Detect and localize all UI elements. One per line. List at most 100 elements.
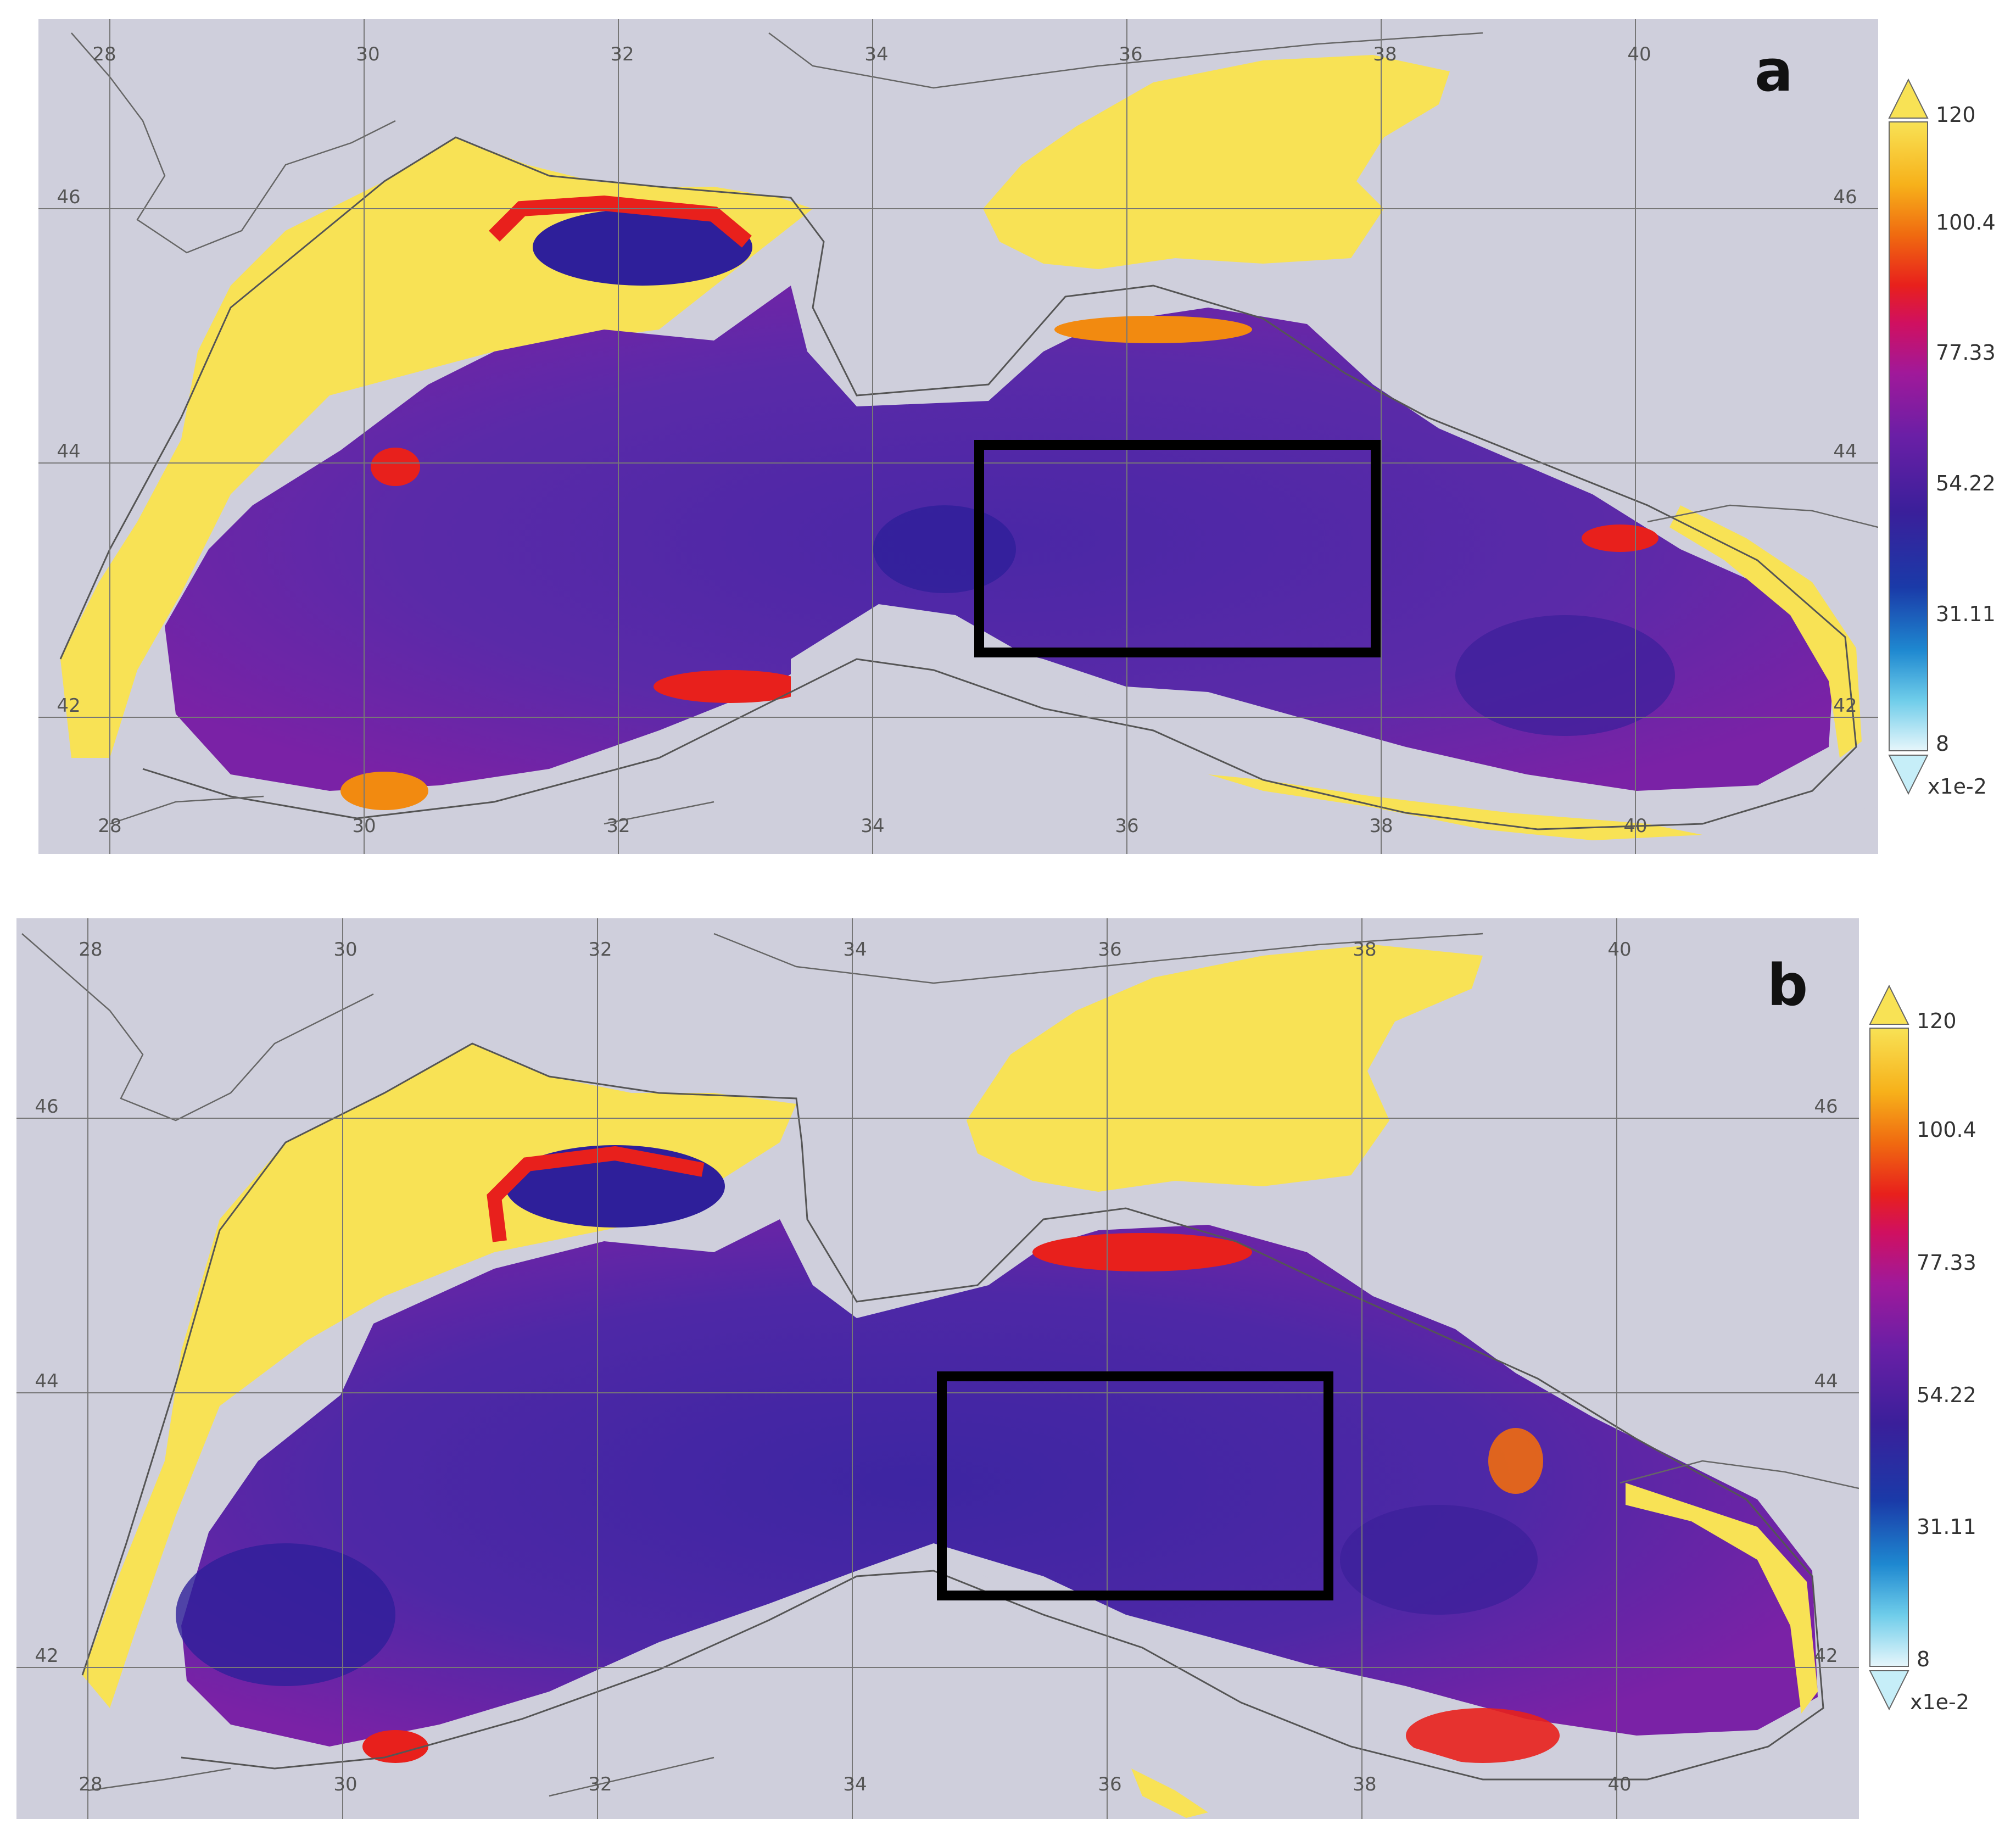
lat-label-left: 44 [35, 1370, 58, 1392]
colorbar-tick-label: 8 [1936, 732, 1949, 756]
high-value-georgia [1488, 1428, 1543, 1494]
colorbar-over-arrow [1888, 78, 1929, 119]
lat-label-right: 46 [1814, 1096, 1838, 1118]
high-value-azov-sea [983, 55, 1450, 269]
lon-label-bottom: 28 [98, 815, 121, 837]
lon-label-bottom: 34 [843, 1773, 867, 1795]
panel-label-a: a [1755, 37, 1793, 104]
lon-label-bottom: 40 [1623, 815, 1647, 837]
high-value-bulgaria [340, 772, 428, 810]
low-value-east [1340, 1505, 1538, 1615]
colorbar-tick-label: 77.33 [1917, 1251, 1976, 1275]
colorbar-unit: x1e-2 [1928, 774, 1987, 799]
colorbar-gradient [1869, 1028, 1909, 1667]
colorbar-over-arrow [1869, 984, 1909, 1025]
lon-label-bottom: 36 [1115, 815, 1138, 837]
high-value-azov-sea [967, 945, 1483, 1192]
colorbar-under-arrow [1869, 1670, 1909, 1711]
coastline [81, 1042, 1824, 1781]
high-value-crimea-south [1054, 316, 1252, 343]
colorbar-tick-label: 77.33 [1936, 341, 1996, 365]
lon-label-top: 40 [1627, 43, 1651, 65]
map-svg-a: 28 30 32 34 36 38 40 28 30 32 34 36 38 4… [38, 19, 1996, 854]
red-ring-karkinit [489, 195, 752, 248]
lat-label-right: 42 [1814, 1645, 1838, 1667]
lat-label-right: 44 [1833, 440, 1857, 462]
country-borders [21, 933, 1859, 1797]
high-value-east-coast [1626, 1483, 1818, 1714]
lon-label-bottom: 30 [333, 1773, 357, 1795]
lon-label-top: 30 [356, 43, 379, 65]
low-value-east [1455, 615, 1675, 736]
lat-label-left: 46 [57, 186, 80, 208]
colorbar-under-arrow [1888, 755, 1929, 795]
lat-label-left: 42 [35, 1645, 58, 1667]
lon-label-top: 32 [588, 939, 612, 961]
lat-label-left: 42 [57, 695, 80, 717]
lon-label-top: 34 [864, 43, 888, 65]
low-value-west [176, 1543, 395, 1686]
lon-label-bottom: 30 [352, 815, 376, 837]
colorbar-tick-label: 31.11 [1917, 1515, 1976, 1539]
high-value-southeast [1406, 1708, 1560, 1763]
lon-label-top: 30 [333, 939, 357, 961]
sea-main-body [181, 1219, 1818, 1747]
lat-label-right: 44 [1814, 1370, 1838, 1392]
colorbar-a: 120 100.4 77.33 54.22 31.11 8 x1e-2 [1888, 78, 1996, 799]
panel-label-b: b [1767, 952, 1808, 1019]
graticule [16, 918, 1859, 1819]
lon-label-top: 28 [92, 43, 116, 65]
lon-label-bottom: 28 [79, 1773, 102, 1795]
map-panel-b: 28 30 32 34 36 38 40 28 30 32 34 36 38 4… [0, 912, 2016, 1828]
colorbar-gradient [1889, 121, 1928, 751]
study-area-box [974, 440, 1381, 657]
red-ring-karkinit [487, 1146, 705, 1242]
lat-label-right: 46 [1833, 186, 1857, 208]
colorbar-b: 120 100.4 77.33 54.22 31.11 8 x1e-2 [1869, 984, 1976, 1714]
low-value-central [873, 505, 1016, 593]
colorbar-tick-label: 31.11 [1936, 602, 1996, 626]
southern-yellow-strip [1131, 1768, 1208, 1818]
colorbar-tick-label: 54.22 [1917, 1383, 1976, 1407]
lon-label-bottom: 38 [1353, 1773, 1376, 1795]
lon-label-top: 28 [79, 939, 102, 961]
high-value-odessa [371, 448, 420, 486]
low-value-karkinit [533, 209, 752, 286]
lon-label-bottom: 38 [1369, 815, 1393, 837]
country-borders [71, 32, 1878, 825]
lon-label-bottom: 34 [861, 815, 884, 837]
lon-label-top: 36 [1119, 43, 1142, 65]
high-value-crimea-south [1032, 1233, 1252, 1271]
lat-label-left: 46 [35, 1096, 58, 1118]
map-panel-a: 28 30 32 34 36 38 40 28 30 32 34 36 38 4… [0, 0, 2016, 857]
high-value-east-coast [1669, 505, 1862, 758]
lon-label-top: 32 [610, 43, 634, 65]
high-value-sw [362, 1730, 428, 1763]
lon-label-top: 36 [1098, 939, 1121, 961]
lon-label-top: 34 [843, 939, 867, 961]
lon-label-top: 38 [1353, 939, 1376, 961]
lon-label-top: 40 [1607, 939, 1631, 961]
lat-label-left: 44 [57, 440, 80, 462]
lon-label-bottom: 36 [1098, 1773, 1121, 1795]
southern-yellow-strip [1208, 774, 1702, 840]
lon-label-bottom: 40 [1607, 1773, 1631, 1795]
colorbar-tick-label: 100.4 [1936, 210, 1996, 235]
colorbar-tick-label: 8 [1917, 1647, 1930, 1671]
coastline [59, 136, 1857, 830]
lon-label-top: 38 [1373, 43, 1397, 65]
graticule [38, 19, 1878, 854]
colorbar-tick-label: 120 [1936, 103, 1976, 127]
high-value-south-bosphorus [654, 670, 807, 703]
lat-label-right: 42 [1833, 695, 1857, 717]
high-value-georgia [1582, 525, 1658, 552]
southern-coast-land [791, 604, 1878, 854]
map-svg-b: 28 30 32 34 36 38 40 28 30 32 34 36 38 4… [16, 918, 1976, 1819]
colorbar-tick-label: 54.22 [1936, 471, 1996, 495]
study-area-box [937, 1371, 1333, 1600]
lon-label-bottom: 32 [606, 815, 630, 837]
lon-label-bottom: 32 [588, 1773, 612, 1795]
colorbar-tick-label: 100.4 [1917, 1118, 1976, 1142]
colorbar-unit: x1e-2 [1910, 1690, 1969, 1714]
colorbar-tick-label: 120 [1917, 1009, 1957, 1033]
